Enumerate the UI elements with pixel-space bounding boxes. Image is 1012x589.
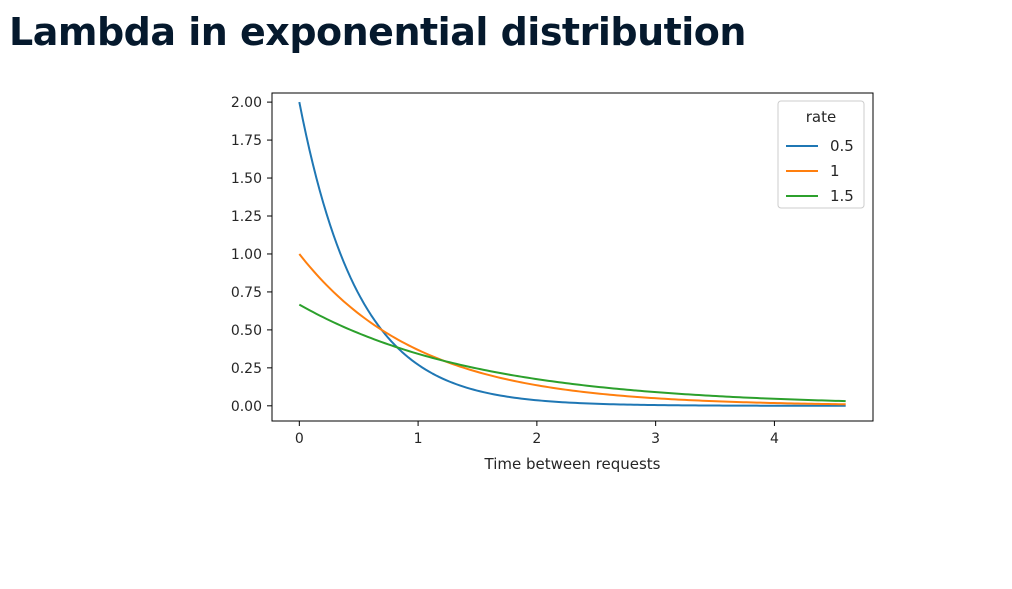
series-line-rate-1 xyxy=(298,253,846,406)
y-tick-label: 0.50 xyxy=(231,323,262,339)
slide-title: Lambda in exponential distribution xyxy=(9,10,746,54)
legend: rate 0.5 1 1.5 xyxy=(777,100,865,209)
y-tick-label: 1.50 xyxy=(231,171,262,187)
x-tick-label: 2 xyxy=(532,431,541,447)
legend-entry-label: 1 xyxy=(830,162,840,180)
x-axis-label: Time between requests xyxy=(484,455,661,473)
x-tick-label: 4 xyxy=(770,431,779,447)
y-tick-label: 2.00 xyxy=(231,95,262,111)
y-tick-label: 1.25 xyxy=(231,209,262,225)
y-tick-label: 0.00 xyxy=(231,399,262,415)
series-layer xyxy=(298,101,846,407)
x-tick-label: 3 xyxy=(651,431,660,447)
plot-frame xyxy=(271,92,874,422)
x-tick-label: 0 xyxy=(295,431,304,447)
y-tick-label: 1.00 xyxy=(231,247,262,263)
x-tick-label: 1 xyxy=(414,431,423,447)
y-tick-label: 0.25 xyxy=(231,361,262,377)
ticks-layer: 0 1 2 3 4 0.00 0.25 0.50 0.75 1.00 1.25 1.50 1.75 2.0… xyxy=(231,95,779,447)
legend-entry-label: 1.5 xyxy=(830,187,854,205)
series-line-rate-1-5 xyxy=(298,303,846,403)
y-tick-label: 1.75 xyxy=(231,133,262,149)
series-line-rate-0-5 xyxy=(298,101,846,407)
legend-box xyxy=(777,100,865,209)
legend-entry-label: 0.5 xyxy=(830,137,854,155)
legend-title: rate xyxy=(806,108,836,126)
y-tick-label: 0.75 xyxy=(231,285,262,301)
